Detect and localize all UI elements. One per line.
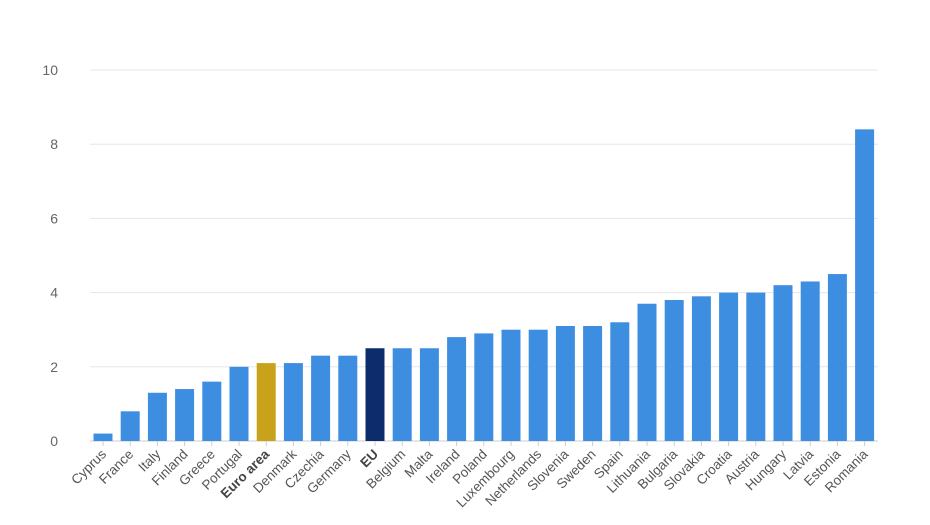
bar[interactable] (392, 348, 412, 441)
y-tick-label: 2 (50, 359, 58, 375)
bar[interactable] (637, 303, 657, 441)
bars (93, 129, 875, 442)
bar[interactable] (120, 411, 140, 441)
bar[interactable] (664, 300, 684, 441)
bar[interactable] (283, 363, 303, 441)
bar[interactable] (93, 433, 113, 441)
bar[interactable] (855, 129, 875, 442)
bar[interactable] (583, 325, 603, 441)
bar[interactable] (147, 392, 167, 441)
bar[interactable] (365, 348, 385, 441)
bar[interactable] (256, 363, 276, 441)
bar[interactable] (719, 292, 739, 441)
bar[interactable] (746, 292, 766, 441)
bar[interactable] (800, 281, 820, 441)
bar[interactable] (229, 366, 249, 441)
bar[interactable] (773, 285, 793, 441)
y-tick-label: 8 (50, 136, 58, 152)
bar[interactable] (338, 355, 358, 441)
y-tick-label: 6 (50, 210, 58, 226)
bar[interactable] (528, 329, 548, 441)
y-tick-label: 10 (42, 62, 58, 78)
y-axis-ticks: 0 2 4 6 8 10 (42, 62, 58, 449)
bar[interactable] (474, 333, 494, 441)
y-tick-label: 0 (50, 433, 58, 449)
bar[interactable] (202, 381, 222, 441)
bar[interactable] (827, 274, 847, 441)
bar[interactable] (175, 389, 195, 441)
bar[interactable] (311, 355, 331, 441)
bar[interactable] (555, 325, 575, 441)
bar[interactable] (691, 296, 711, 441)
bar[interactable] (610, 322, 630, 441)
y-tick-label: 4 (50, 285, 58, 301)
bar[interactable] (501, 329, 521, 441)
bar[interactable] (419, 348, 439, 441)
bar[interactable] (447, 337, 467, 441)
